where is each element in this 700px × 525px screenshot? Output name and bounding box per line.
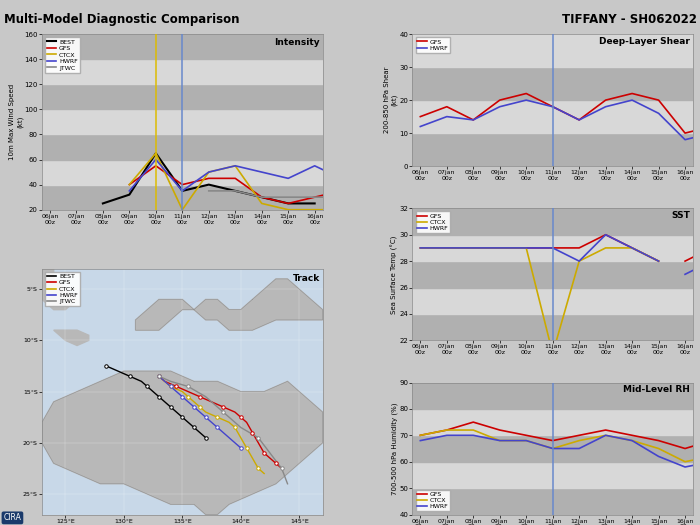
Polygon shape [42, 371, 323, 514]
Bar [412, 409, 693, 435]
Bar [412, 208, 693, 235]
Legend: GFS, HWRF: GFS, HWRF [416, 37, 450, 53]
Polygon shape [54, 330, 89, 345]
Bar [42, 85, 323, 109]
Bar [412, 488, 693, 514]
Bar [42, 160, 323, 185]
Bar [412, 261, 693, 288]
Bar [42, 109, 323, 134]
Polygon shape [136, 279, 323, 330]
Bar [412, 34, 693, 67]
Y-axis label: 200-850 hPa Shear
(kt): 200-850 hPa Shear (kt) [384, 67, 398, 133]
Y-axis label: 10m Max Wind Speed
(kt): 10m Max Wind Speed (kt) [9, 84, 23, 160]
Polygon shape [42, 269, 77, 310]
Bar [412, 435, 693, 461]
Text: Intensity: Intensity [274, 38, 320, 47]
Bar [412, 383, 693, 409]
Text: Deep-Layer Shear: Deep-Layer Shear [599, 37, 690, 46]
Text: Mid-Level RH: Mid-Level RH [623, 385, 690, 394]
Legend: BEST, GFS, CTCX, HWRF, JTWC: BEST, GFS, CTCX, HWRF, JTWC [45, 272, 80, 306]
Bar [42, 59, 323, 85]
Text: Multi-Model Diagnostic Comparison: Multi-Model Diagnostic Comparison [4, 13, 239, 26]
Bar [412, 100, 693, 133]
Text: SST: SST [671, 211, 690, 220]
Bar [42, 185, 323, 209]
Legend: GFS, CTCX, HWRF: GFS, CTCX, HWRF [416, 212, 450, 233]
Bar [42, 34, 323, 59]
Bar [412, 235, 693, 261]
Y-axis label: 700-500 hPa Humidity (%): 700-500 hPa Humidity (%) [391, 402, 398, 495]
Legend: BEST, GFS, CTCX, HWRF, JTWC: BEST, GFS, CTCX, HWRF, JTWC [45, 37, 80, 72]
Bar [412, 133, 693, 166]
Y-axis label: Sea Surface Temp (°C): Sea Surface Temp (°C) [391, 235, 398, 313]
Bar [412, 461, 693, 488]
Text: CIRA: CIRA [4, 513, 22, 522]
Bar [412, 314, 693, 340]
Text: TIFFANY - SH062022: TIFFANY - SH062022 [561, 13, 696, 26]
Legend: GFS, CTCX, HWRF: GFS, CTCX, HWRF [416, 490, 450, 511]
Bar [42, 134, 323, 160]
Bar [412, 288, 693, 314]
Text: Track: Track [293, 274, 320, 282]
Bar [412, 67, 693, 100]
